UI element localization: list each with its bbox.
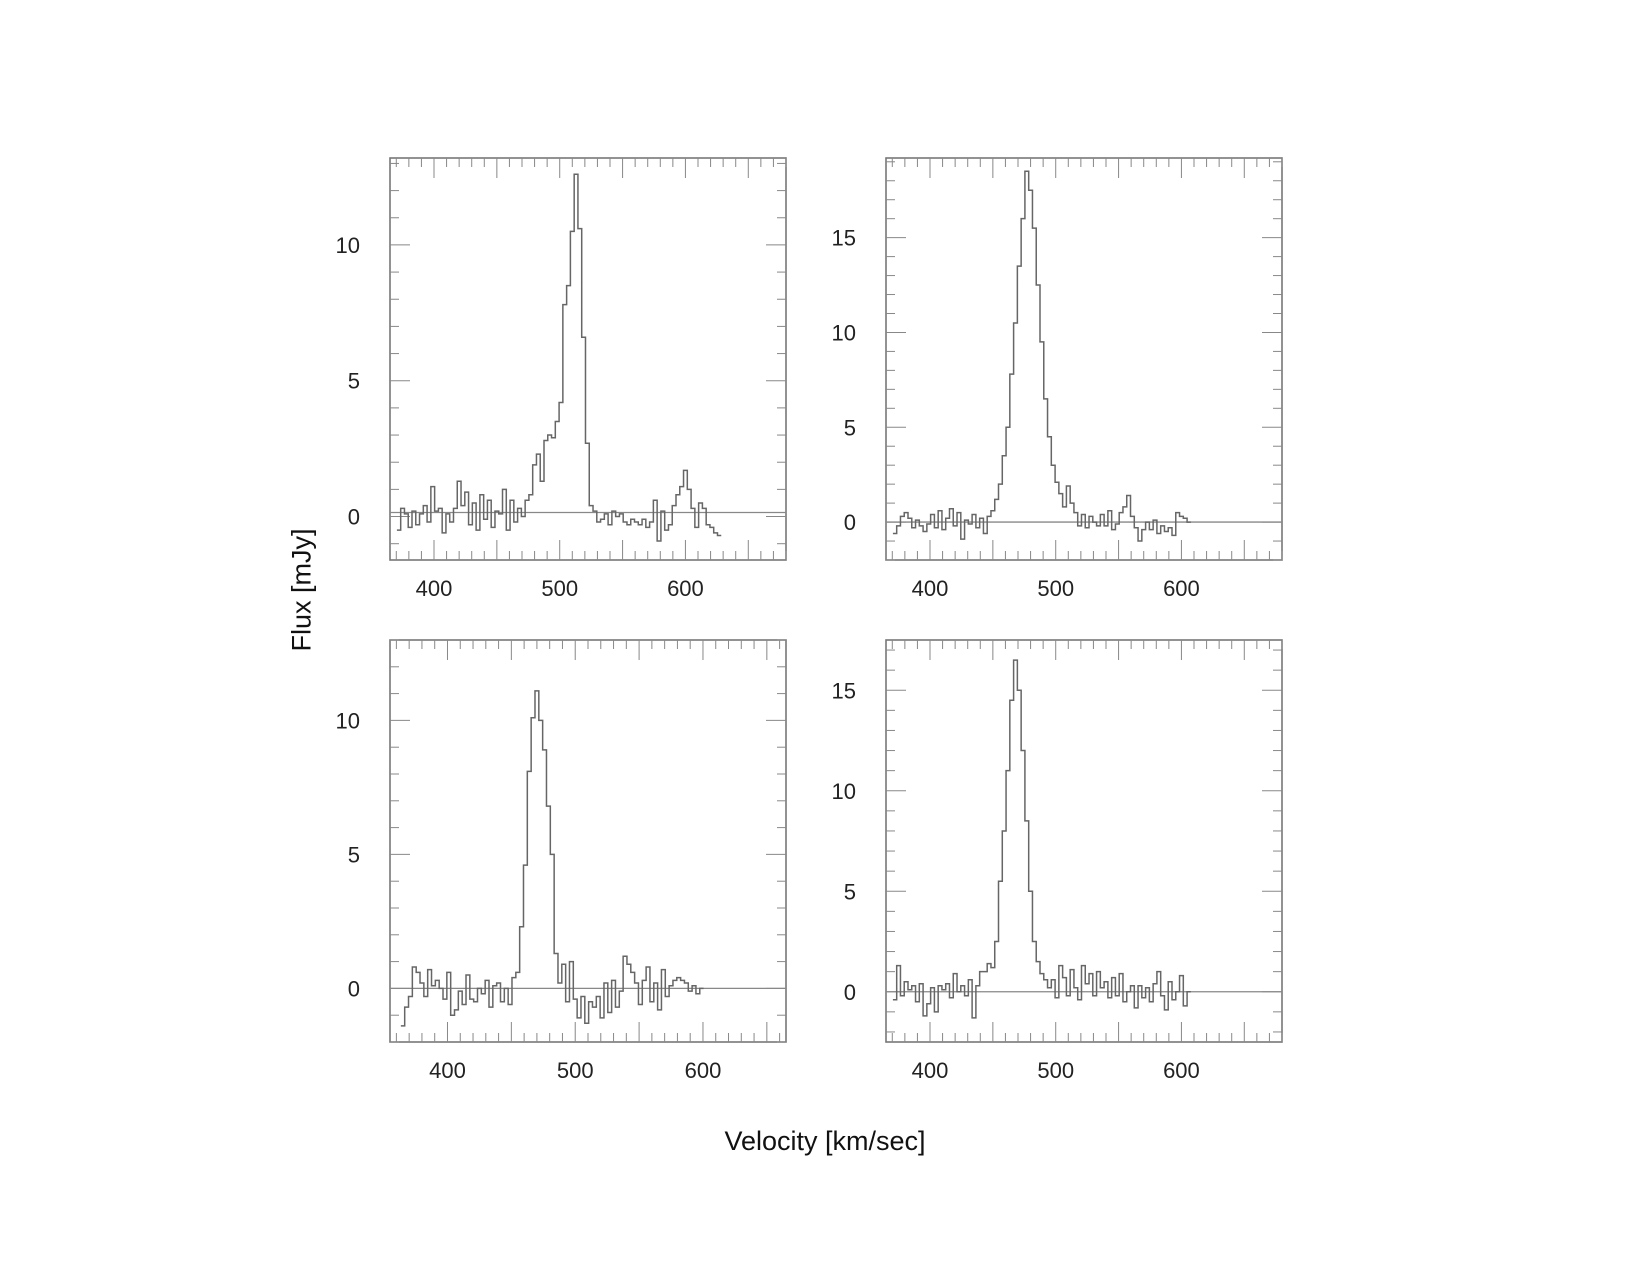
x-tick-label: 600 [685,1058,722,1083]
spectrum-line [400,690,704,1027]
x-tick-label: 600 [667,576,704,601]
y-tick-label: 5 [348,842,360,867]
x-tick-label: 600 [1163,1058,1200,1083]
x-tick-label: 500 [1037,1058,1074,1083]
x-tick-label: 400 [429,1058,466,1083]
y-tick-label: 5 [844,879,856,904]
y-tick-label: 0 [348,976,360,1001]
y-tick-label: 10 [336,233,360,258]
x-tick-label: 500 [557,1058,594,1083]
y-tick-label: 15 [832,678,856,703]
panel-bottom-right: 400 500 600 0 5 10 15 [832,639,1283,1083]
y-tick-label: 10 [832,320,856,345]
plot-frame [885,639,1283,1043]
panel-top-right: 400 500 600 0 5 10 15 [832,157,1283,601]
x-tick-label: 500 [1037,576,1074,601]
y-tick-label: 0 [844,980,856,1005]
y-axis-title: Flux [mJy] [286,528,317,652]
y-tick-label: 15 [832,226,856,251]
x-tick-label: 600 [1163,576,1200,601]
y-tick-label: 0 [844,510,856,535]
plot-frame [389,639,787,1043]
y-tick-label: 5 [348,369,360,394]
y-tick-label: 5 [844,415,856,440]
tick-marks [886,640,1283,1042]
tick-marks [390,639,786,1043]
y-tick-label: 0 [348,505,360,530]
panel-top-left: 400 500 600 0 5 10 [336,157,787,601]
spectrum-line [396,173,722,542]
x-tick-label: 400 [416,576,453,601]
y-tick-label: 10 [336,708,360,733]
spectrum-line [892,659,1191,1019]
plot-frame [885,157,1283,561]
spectrum-line [892,170,1191,542]
y-tick-label: 10 [832,779,856,804]
x-tick-label: 400 [912,576,949,601]
tick-marks [390,158,787,560]
x-tick-label: 400 [912,1058,949,1083]
panel-bottom-left: 400 500 600 0 5 10 [336,639,787,1083]
plot-frame [389,157,787,561]
tick-marks [886,158,1283,561]
x-tick-label: 500 [541,576,578,601]
x-axis-title: Velocity [km/sec] [724,1126,926,1156]
